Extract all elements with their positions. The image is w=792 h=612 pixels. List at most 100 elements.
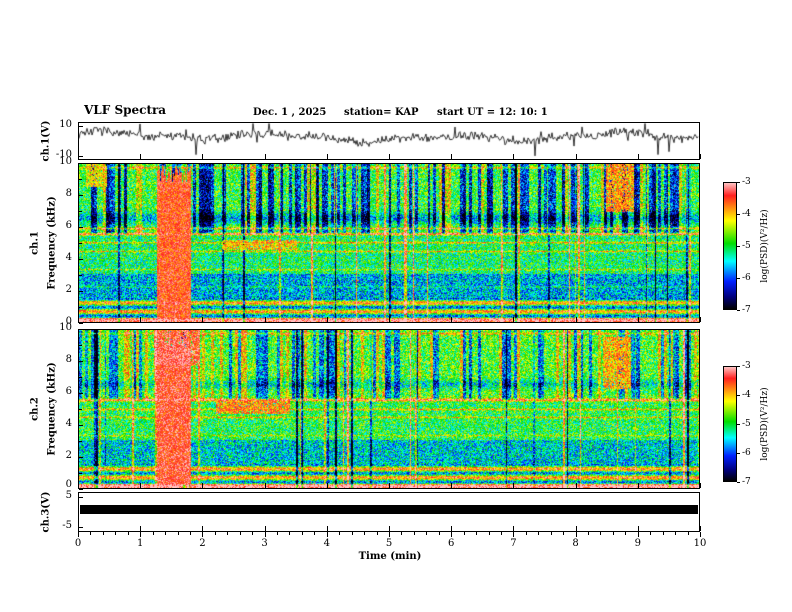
x-minor-tick-mark [463,532,465,535]
x-minor-tick-mark [588,532,590,535]
x-panel-tick-mark [202,154,204,159]
y-tick-mark [79,496,83,498]
x-tick-label: 7 [510,538,517,549]
y-minor-tick-mark [79,275,82,276]
x-minor-tick-mark [426,532,428,535]
x-minor-tick-mark [277,532,279,535]
x-tick-label: 4 [323,538,330,549]
x-tick-mark [637,532,639,537]
x-minor-tick-mark [401,532,403,535]
x-tick-mark [326,532,328,537]
x-minor-tick-mark [488,532,490,535]
x-tick-mark [78,532,79,537]
x-panel-tick-mark [451,526,453,531]
y-minor-tick-mark [79,179,82,180]
colorbar-tick-label: -7 [742,477,751,487]
ch2-channel-label: ch.2 [29,397,41,421]
y-tick-mark [79,323,83,324]
ch1-channel-label: ch.1 [29,231,41,255]
x-minor-tick-mark [438,532,440,535]
x-panel-tick-mark [389,483,390,488]
x-panel-tick-mark [264,526,266,531]
y-minor-tick-mark [79,345,82,346]
y-tick-label: -10 [55,149,72,161]
y-tick-label: 6 [65,386,72,397]
y-tick-mark [79,393,83,394]
x-minor-tick-mark [612,532,614,535]
x-panel-tick-mark [637,317,639,322]
x-minor-tick-mark [687,532,689,535]
x-minor-tick-mark [165,532,167,535]
x-minor-tick-mark [662,532,664,535]
y-tick-label: 5 [65,489,72,501]
plot-date: Dec. 1 , 2025 [253,107,327,118]
colorbar-tick-mark [737,246,740,247]
x-minor-tick-mark [227,532,229,535]
x-panel-tick-mark [637,526,639,531]
x-minor-tick-mark [364,532,366,535]
x-panel-tick-mark [264,483,266,488]
ch3-signal-bar [80,505,698,514]
colorbar-tick-label: -5 [742,419,751,429]
colorbar-tick-label: -7 [742,305,751,315]
y-tick-mark [79,425,83,426]
colorbar-tick-label: -6 [742,448,751,458]
x-tick-mark [700,532,701,537]
x-panel-tick-mark [326,483,328,488]
x-minor-tick-mark [500,532,502,535]
y-tick-label: 0 [65,316,72,327]
x-tick-mark [575,532,577,537]
ch2-frequency-axis-label: Frequency (kHz) [46,362,58,456]
x-panel-tick-mark [140,154,142,159]
x-tick-mark [389,532,390,537]
x-tick-mark [140,532,142,537]
x-minor-tick-mark [239,532,241,535]
x-panel-tick-mark [700,154,701,159]
y-tick-label: 8 [65,188,72,199]
x-tick-mark [451,532,453,537]
x-tick-label: 0 [74,538,82,549]
x-minor-tick-mark [127,532,129,535]
x-panel-tick-mark [326,317,328,322]
y-tick-mark [79,125,83,127]
x-panel-tick-mark [513,317,515,322]
x-minor-tick-mark [351,532,353,535]
ch2-colorbar-label: log(PSD)(V²/Hz) [760,387,770,461]
x-panel-tick-mark [637,483,639,488]
x-minor-tick-mark [525,532,527,535]
y-tick-label: 10 [59,118,72,130]
y-minor-tick-mark [79,307,82,308]
x-minor-tick-mark [600,532,602,535]
x-panel-tick-mark [389,526,390,531]
colorbar-tick-label: -5 [742,241,751,251]
ch3-status-panel [78,492,700,532]
x-minor-tick-mark [289,532,291,535]
x-minor-tick-mark [115,532,117,535]
x-panel-tick-mark [451,317,453,322]
y-tick-label: 8 [65,354,72,365]
y-tick-label: 4 [65,418,72,429]
x-minor-tick-mark [625,532,627,535]
x-tick-mark [264,532,266,537]
x-panel-tick-mark [264,154,266,159]
x-minor-tick-mark [563,532,565,535]
colorbar-tick-mark [737,182,740,183]
x-panel-tick-mark [637,154,639,159]
x-minor-tick-mark [476,532,478,535]
x-minor-tick-mark [675,532,677,535]
x-panel-tick-mark [264,317,266,322]
x-panel-tick-mark [513,526,515,531]
colorbar-tick-mark [737,424,740,425]
y-minor-tick-mark [79,377,82,378]
colorbar-tick-label: -4 [742,390,751,400]
ch2-colorbar [723,366,737,482]
x-minor-tick-mark [538,532,540,535]
x-minor-tick-mark [301,532,303,535]
colorbar-tick-mark [737,214,740,215]
y-tick-label: 10 [59,156,72,167]
x-panel-tick-mark [202,317,204,322]
x-minor-tick-mark [650,532,652,535]
colorbar-tick-label: -3 [742,361,751,371]
x-panel-tick-mark [202,526,204,531]
x-tick-label: 3 [261,538,268,549]
